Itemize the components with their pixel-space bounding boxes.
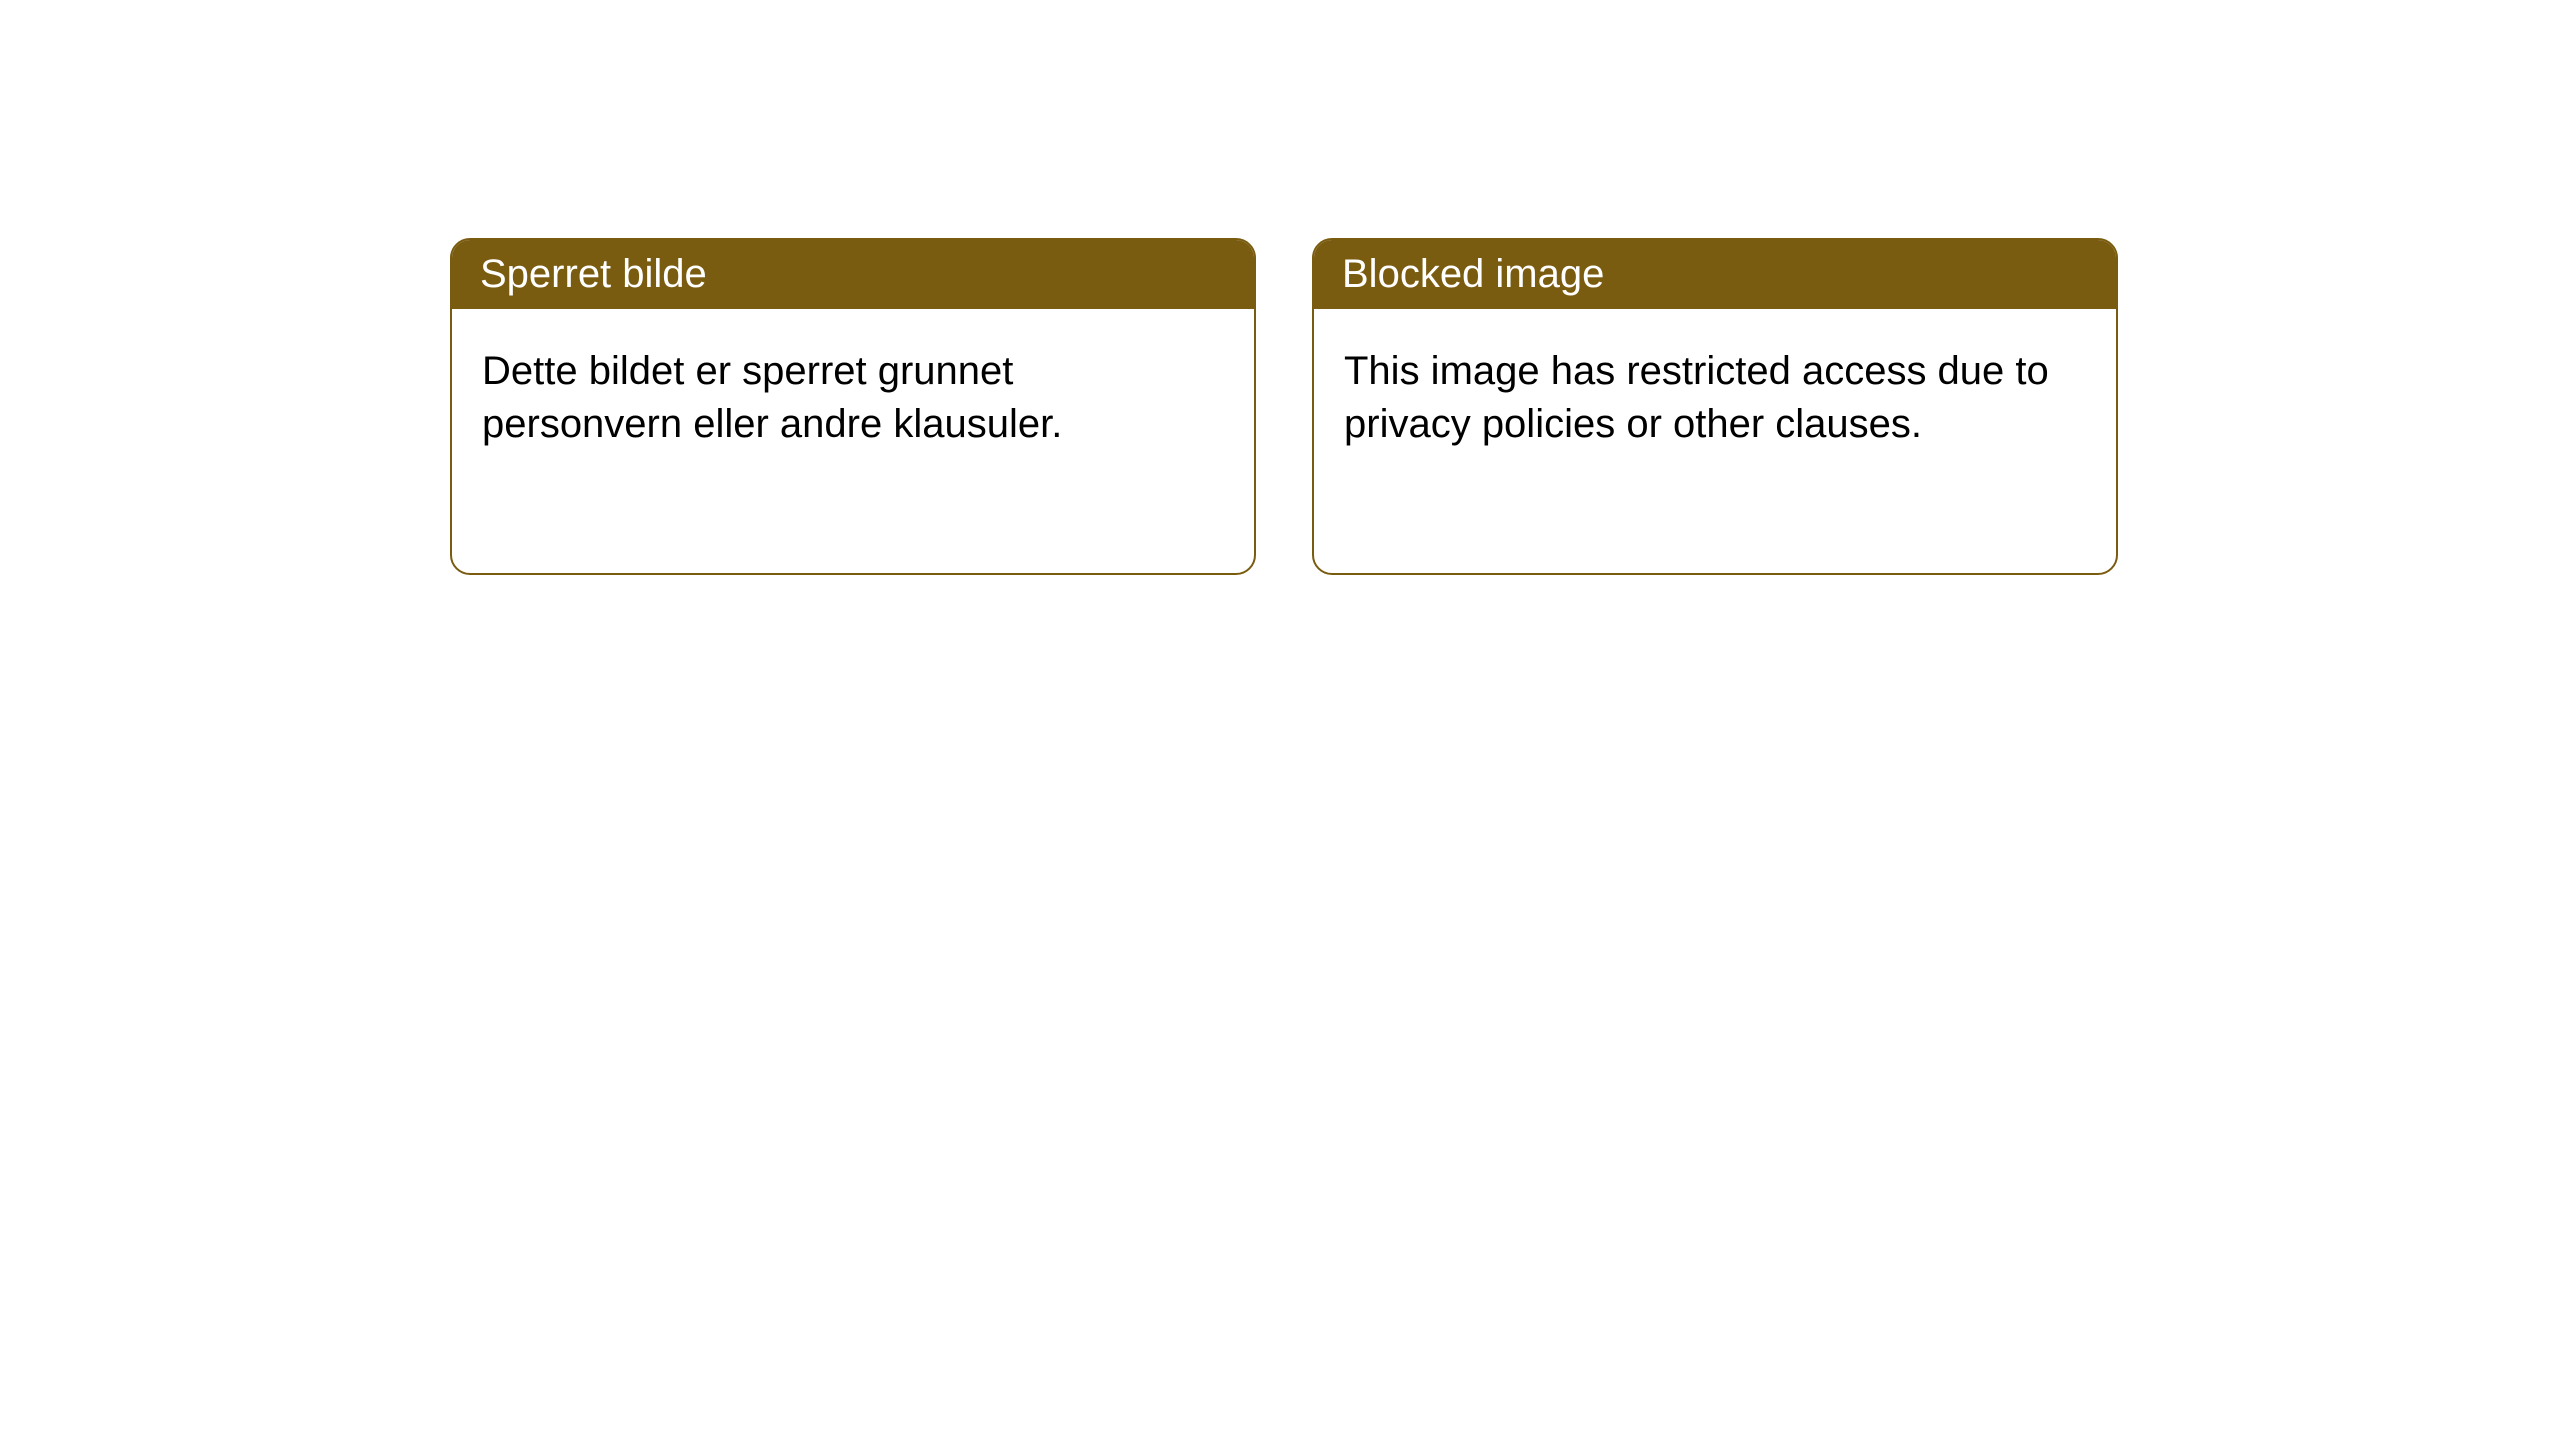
card-body-text: Dette bildet er sperret grunnet personve…	[482, 349, 1062, 446]
card-title: Blocked image	[1342, 252, 1604, 296]
blocked-image-card-norwegian: Sperret bilde Dette bildet er sperret gr…	[450, 238, 1256, 575]
card-title: Sperret bilde	[480, 252, 707, 296]
card-body-text: This image has restricted access due to …	[1344, 349, 2049, 446]
card-header: Blocked image	[1314, 240, 2116, 309]
card-body: This image has restricted access due to …	[1314, 309, 2116, 487]
card-body: Dette bildet er sperret grunnet personve…	[452, 309, 1254, 487]
notice-container: Sperret bilde Dette bildet er sperret gr…	[0, 0, 2560, 575]
blocked-image-card-english: Blocked image This image has restricted …	[1312, 238, 2118, 575]
card-header: Sperret bilde	[452, 240, 1254, 309]
